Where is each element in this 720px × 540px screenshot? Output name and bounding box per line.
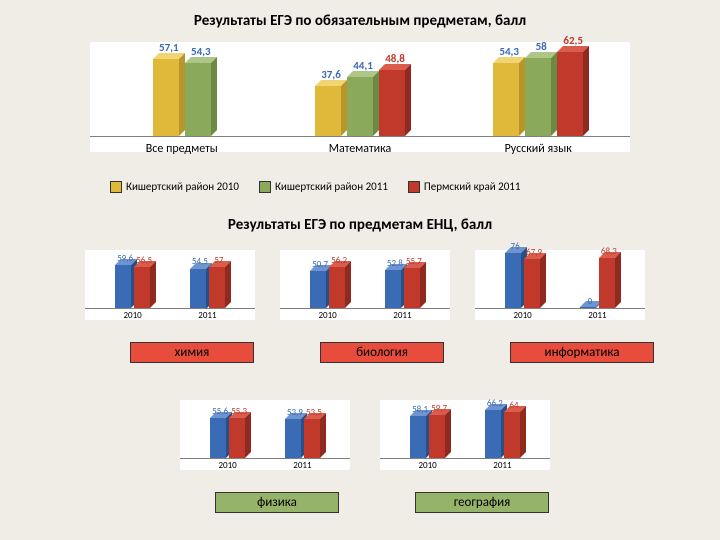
subject-label: география: [415, 492, 549, 513]
bar: [524, 259, 540, 308]
plot-area: 57,154,3Все предметы37,644,148,8Математи…: [90, 42, 630, 152]
subject-label: информатика: [510, 342, 654, 363]
year-label: 2010: [108, 310, 158, 321]
bar: [134, 267, 150, 308]
year-label: 2010: [403, 460, 453, 471]
bar: [504, 412, 520, 458]
bar: [404, 268, 420, 308]
bar: [385, 270, 401, 308]
year-label: 2011: [377, 310, 427, 321]
bar: [210, 418, 226, 458]
bar: [485, 410, 501, 458]
legend-swatch: [408, 181, 420, 193]
bar: [493, 63, 519, 136]
bar: [505, 253, 521, 308]
mini-chart: 7667,92010068,32011: [475, 250, 645, 320]
category-label: Все предметы: [112, 142, 252, 156]
bar: [329, 267, 345, 308]
axis-baseline: [475, 308, 645, 309]
legend-item: Кишертский район 2010: [110, 180, 239, 193]
bar: [599, 258, 615, 308]
bar-value: 54,3: [181, 45, 221, 58]
bar: [347, 77, 373, 136]
legend-label: Кишертский район 2010: [126, 180, 239, 193]
bar: [115, 265, 131, 308]
mini-chart: 50,756,2201052,855,72011: [280, 250, 450, 320]
bar-value: 56,5: [127, 255, 161, 266]
plot-area: 7667,92010068,32011: [475, 250, 645, 320]
bar: [304, 419, 320, 458]
axis-baseline: [85, 308, 255, 309]
bar-value: 53,5: [297, 407, 331, 418]
bar: [315, 86, 341, 136]
bar-value: 57: [202, 255, 236, 266]
bar: [229, 418, 245, 458]
legend-swatch: [259, 181, 271, 193]
bar-value: 68,3: [592, 246, 626, 257]
legend-label: Пермский край 2011: [424, 180, 521, 193]
bar: [310, 271, 326, 308]
plot-area: 50,756,2201052,855,72011: [280, 250, 450, 320]
chart-mandatory-subjects: 57,154,3Все предметы37,644,148,8Математи…: [90, 42, 630, 152]
subject-label: химия: [130, 342, 254, 363]
legend-item: Кишертский район 2011: [259, 180, 388, 193]
bar-value: 59,7: [422, 403, 456, 414]
bar: [557, 52, 583, 136]
year-label: 2011: [182, 310, 232, 321]
bar-value: 62,5: [553, 34, 593, 47]
bar-value: 55,3: [222, 406, 256, 417]
axis-baseline: [380, 458, 550, 459]
bar-value: 56,2: [322, 255, 356, 266]
axis-baseline: [180, 458, 350, 459]
bar: [209, 267, 225, 308]
bar: [185, 63, 211, 136]
year-label: 2011: [572, 310, 622, 321]
bar: [153, 59, 179, 136]
year-label: 2011: [277, 460, 327, 471]
bar-value: 64: [497, 400, 531, 411]
legend-item: Пермский край 2011: [408, 180, 521, 193]
title-section: Результаты ЕГЭ по предметам ЕНЦ, балл: [0, 216, 720, 234]
legend-label: Кишертский район 2011: [275, 180, 388, 193]
bar: [285, 419, 301, 458]
bar-value: 48,8: [375, 52, 415, 65]
category-label: Русский язык: [468, 142, 608, 156]
mini-chart: 59,656,5201054,5572011: [85, 250, 255, 320]
legend: Кишертский район 2010 Кишертский район 20…: [110, 180, 520, 193]
year-label: 2011: [477, 460, 527, 471]
legend-swatch: [110, 181, 122, 193]
year-label: 2010: [303, 310, 353, 321]
axis-baseline: [280, 308, 450, 309]
bar: [410, 416, 426, 458]
category-label: Математика: [290, 142, 430, 156]
mini-chart: 55,655,3201053,953,52011: [180, 400, 350, 470]
title-main: Результаты ЕГЭ по обязательным предметам…: [0, 12, 720, 30]
bar: [580, 307, 596, 308]
plot-area: 59,656,5201054,5572011: [85, 250, 255, 320]
subject-label: физика: [215, 492, 339, 513]
bar: [190, 269, 206, 309]
mini-chart: 58,159,7201066,2642011: [380, 400, 550, 470]
bar: [379, 70, 405, 136]
year-label: 2010: [203, 460, 253, 471]
bar-value: 55,7: [397, 256, 431, 267]
plot-area: 58,159,7201066,2642011: [380, 400, 550, 470]
bar: [429, 415, 445, 458]
subject-label: биология: [320, 342, 444, 363]
axis-baseline: [90, 136, 630, 137]
year-label: 2010: [498, 310, 548, 321]
bar-value: 67,9: [517, 247, 551, 258]
plot-area: 55,655,3201053,953,52011: [180, 400, 350, 470]
bar: [525, 58, 551, 136]
